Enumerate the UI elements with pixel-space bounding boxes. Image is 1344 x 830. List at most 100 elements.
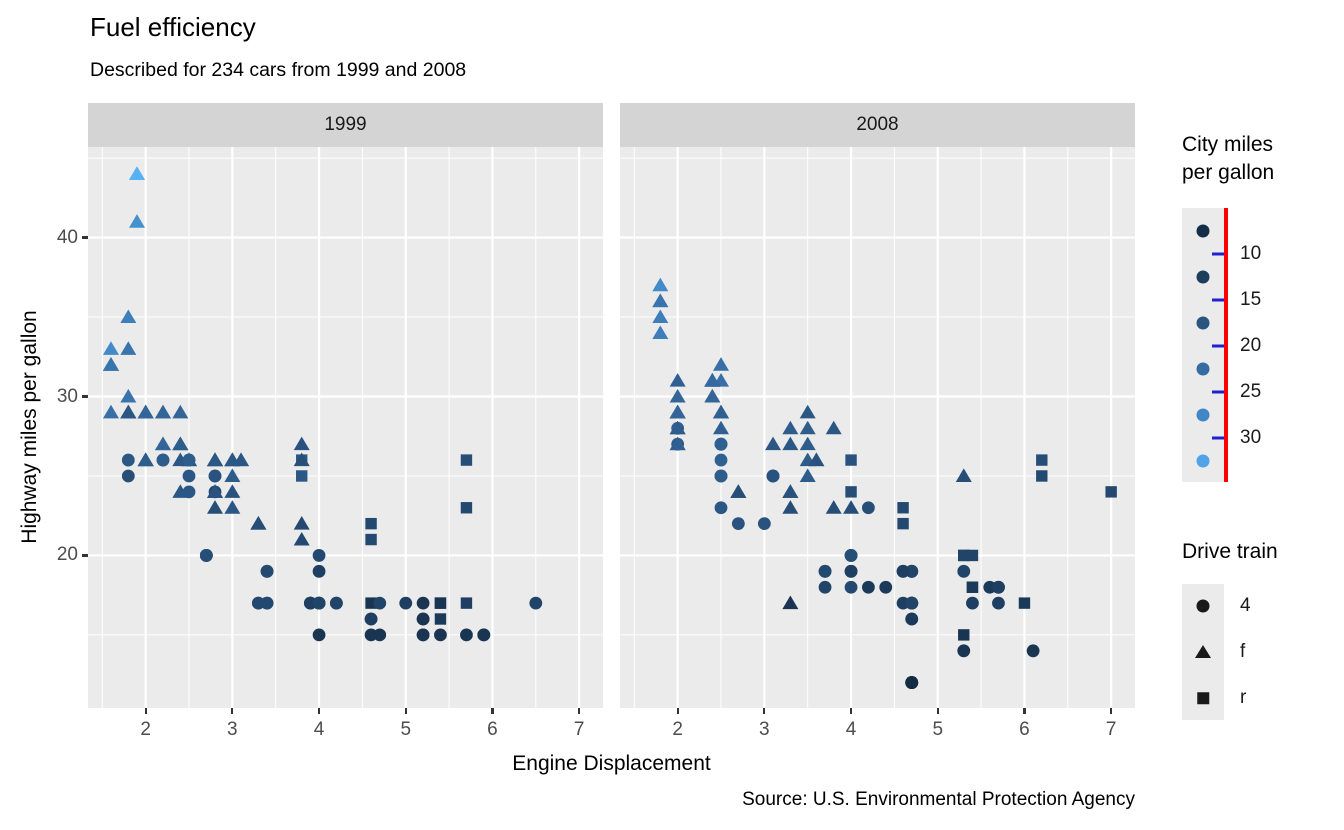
data-point — [966, 596, 979, 610]
data-point — [434, 597, 447, 609]
facet-strip-2008: 2008 — [620, 103, 1135, 147]
shape-legend-key-square — [1197, 692, 1209, 704]
x-tick-label: 2 — [672, 719, 683, 740]
data-point — [782, 484, 799, 498]
data-point — [154, 436, 171, 451]
x-tick-label: 4 — [845, 719, 857, 740]
data-point — [808, 452, 825, 467]
data-point — [365, 517, 377, 530]
data-point — [782, 436, 799, 451]
data-point — [1026, 644, 1040, 658]
data-point — [713, 420, 730, 435]
x-tick-mark — [763, 708, 766, 714]
data-point — [329, 596, 343, 610]
data-point — [296, 470, 308, 482]
data-point — [897, 502, 909, 514]
data-point — [669, 436, 686, 451]
data-point — [224, 468, 241, 482]
data-point — [365, 533, 377, 546]
panel-background — [620, 147, 1135, 708]
data-point — [992, 596, 1005, 610]
data-point — [652, 325, 669, 339]
data-point — [714, 501, 728, 515]
data-point — [652, 293, 669, 308]
data-point — [260, 564, 274, 578]
data-point — [312, 596, 326, 610]
data-point — [207, 500, 224, 514]
data-point — [154, 404, 171, 419]
scatter-panel-1999 — [88, 147, 603, 708]
x-tick-label: 6 — [1019, 719, 1030, 740]
data-point — [364, 612, 378, 626]
data-point — [966, 549, 979, 562]
shape-legend-label: r — [1240, 687, 1247, 708]
data-point — [799, 420, 816, 435]
data-point — [416, 596, 430, 610]
x-tick-label: 6 — [487, 719, 498, 740]
data-point — [844, 549, 858, 562]
color-legend-key-dot — [1196, 316, 1210, 330]
data-point — [861, 501, 875, 515]
color-legend-label: 25 — [1240, 381, 1262, 402]
data-point — [172, 404, 189, 419]
data-point — [1105, 486, 1117, 498]
x-tick-mark — [578, 708, 581, 714]
data-point — [365, 597, 377, 609]
data-point — [477, 628, 491, 642]
data-point — [669, 420, 686, 435]
data-point — [731, 517, 745, 531]
data-point — [250, 516, 267, 530]
color-legend-key-dot — [1196, 224, 1210, 238]
data-point — [224, 484, 241, 498]
data-point — [704, 373, 721, 387]
x-tick-label: 5 — [400, 719, 412, 740]
color-legend-key-dot — [1196, 408, 1210, 422]
data-point — [434, 628, 447, 642]
data-point — [896, 564, 910, 578]
data-point — [844, 564, 858, 578]
data-point — [897, 517, 909, 530]
color-legend-key-dot — [1196, 362, 1210, 376]
data-point — [730, 484, 747, 498]
color-legend-tick — [1212, 252, 1224, 256]
data-point — [799, 404, 816, 419]
data-point — [1036, 454, 1048, 466]
y-tick-label: 20 — [56, 544, 78, 566]
data-point — [120, 404, 137, 419]
x-tick-label: 2 — [140, 719, 151, 740]
color-legend-axis-line — [1224, 208, 1228, 482]
data-point — [434, 613, 447, 625]
data-point — [260, 596, 274, 610]
data-point — [652, 309, 669, 324]
shape-legend-label: 4 — [1240, 595, 1251, 616]
data-point — [905, 612, 919, 626]
x-tick-mark — [936, 708, 939, 714]
data-point — [128, 166, 145, 181]
x-tick-mark — [1110, 708, 1113, 714]
color-legend-title: City miles per gallon — [1182, 133, 1275, 184]
x-tick-mark — [317, 708, 321, 714]
data-point — [1018, 597, 1031, 609]
shape-legend-title: Drive train — [1182, 540, 1278, 563]
data-point — [460, 502, 473, 514]
data-point — [714, 453, 728, 467]
x-tick-mark — [491, 708, 494, 714]
data-point — [120, 388, 137, 403]
color-legend-tick — [1212, 298, 1224, 302]
y-tick-mark — [82, 554, 88, 557]
x-tick-mark — [144, 708, 147, 714]
data-point — [156, 453, 170, 467]
data-point — [121, 469, 135, 483]
x-tick-label: 4 — [313, 719, 325, 740]
data-point — [529, 596, 543, 610]
data-point — [799, 436, 816, 451]
data-point — [765, 436, 782, 451]
data-point — [312, 549, 326, 562]
color-legend-tick — [1212, 390, 1224, 394]
data-point — [845, 486, 857, 498]
color-legend-tick — [1212, 436, 1224, 440]
data-point — [293, 531, 310, 546]
data-point — [818, 564, 832, 578]
y-tick-mark — [82, 395, 88, 398]
data-point — [293, 436, 310, 451]
